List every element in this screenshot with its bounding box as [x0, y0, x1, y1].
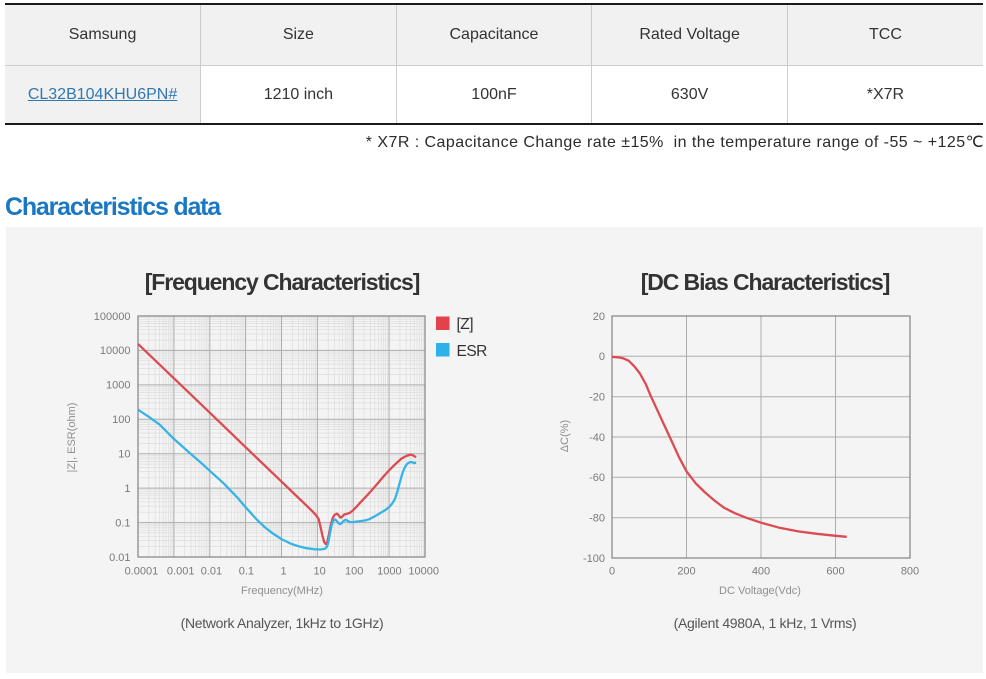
svg-text:ΔC(%): ΔC(%) — [559, 420, 571, 452]
svg-text:-80: -80 — [589, 513, 605, 525]
svg-text:1: 1 — [124, 483, 130, 495]
svg-text:10000: 10000 — [408, 565, 439, 577]
svg-text:0.1: 0.1 — [115, 517, 130, 529]
svg-text:-40: -40 — [589, 432, 605, 444]
svg-text:[DC Bias Characteristics]: [DC Bias Characteristics] — [641, 269, 890, 295]
svg-text:(Agilent 4980A, 1 kHz, 1 Vrms): (Agilent 4980A, 1 kHz, 1 Vrms) — [674, 615, 857, 631]
svg-text:100: 100 — [112, 414, 130, 426]
svg-text:600: 600 — [826, 565, 844, 577]
svg-text:ESR: ESR — [457, 343, 488, 360]
svg-text:10: 10 — [313, 565, 325, 577]
svg-text:|Z|, ESR(ohm): |Z|, ESR(ohm) — [66, 403, 78, 473]
svg-text:1: 1 — [280, 565, 286, 577]
svg-text:800: 800 — [901, 565, 919, 577]
svg-text:-60: -60 — [589, 472, 605, 484]
svg-text:1000: 1000 — [377, 565, 401, 577]
svg-text:DC Voltage(Vdc): DC Voltage(Vdc) — [719, 585, 801, 597]
svg-text:0.01: 0.01 — [109, 552, 130, 564]
svg-text:10000: 10000 — [100, 345, 131, 357]
svg-text:0.0001: 0.0001 — [125, 565, 159, 577]
svg-text:20: 20 — [593, 311, 605, 323]
svg-text:1000: 1000 — [106, 380, 130, 392]
svg-text:-20: -20 — [589, 392, 605, 404]
svg-text:0: 0 — [609, 565, 615, 577]
svg-text:-100: -100 — [583, 553, 605, 565]
svg-text:0: 0 — [599, 351, 605, 363]
svg-text:0.01: 0.01 — [201, 565, 222, 577]
svg-text:400: 400 — [752, 565, 770, 577]
svg-text:(Network Analyzer, 1kHz to 1GH: (Network Analyzer, 1kHz to 1GHz) — [181, 615, 384, 631]
svg-text:[Frequency Characteristics]: [Frequency Characteristics] — [145, 269, 420, 295]
svg-text:100000: 100000 — [94, 311, 131, 323]
svg-text:10: 10 — [118, 449, 130, 461]
svg-text:0.1: 0.1 — [239, 565, 254, 577]
svg-text:Frequency(MHz): Frequency(MHz) — [241, 585, 323, 597]
svg-text:200: 200 — [677, 565, 695, 577]
svg-text:[Z]: [Z] — [457, 316, 474, 333]
svg-text:0.001: 0.001 — [167, 565, 195, 577]
svg-text:100: 100 — [345, 565, 363, 577]
